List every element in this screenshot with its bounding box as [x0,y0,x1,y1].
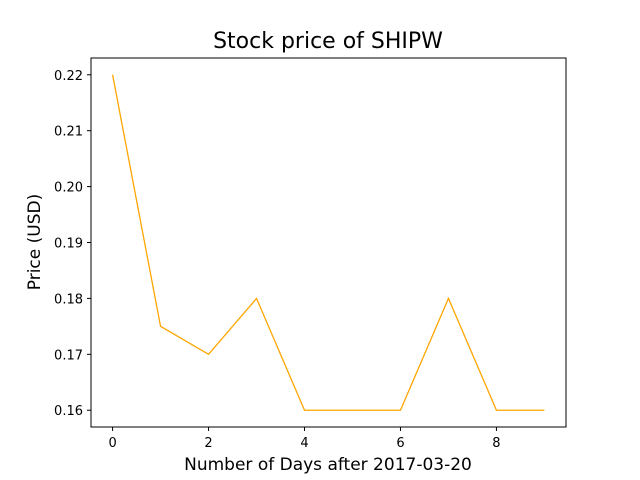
y-tick-label: 0.16 [54,404,83,419]
chart-title: Stock price of SHIPW [213,29,443,54]
y-tick-label: 0.18 [54,292,83,307]
plot-frame [90,57,567,428]
y-tick-label: 0.21 [54,125,83,140]
y-tick-label: 0.20 [54,181,83,196]
x-tick-label: 8 [492,436,500,451]
x-axis-label: Number of Days after 2017-03-20 [184,455,472,475]
y-axis-label: Price (USD) [25,194,45,290]
x-tick-label: 0 [108,436,116,451]
x-tick-label: 4 [300,436,308,451]
y-tick-label: 0.19 [54,237,83,252]
plot-area: 0 2 4 6 8 0.16 0.17 0.18 0.19 0.20 0.21 0.22 [54,57,567,451]
y-tick-label: 0.22 [54,69,83,84]
series-line [111,74,545,411]
x-tick-label: 6 [396,436,404,451]
y-tick-label: 0.17 [54,348,83,363]
x-tick-label: 2 [204,436,212,451]
